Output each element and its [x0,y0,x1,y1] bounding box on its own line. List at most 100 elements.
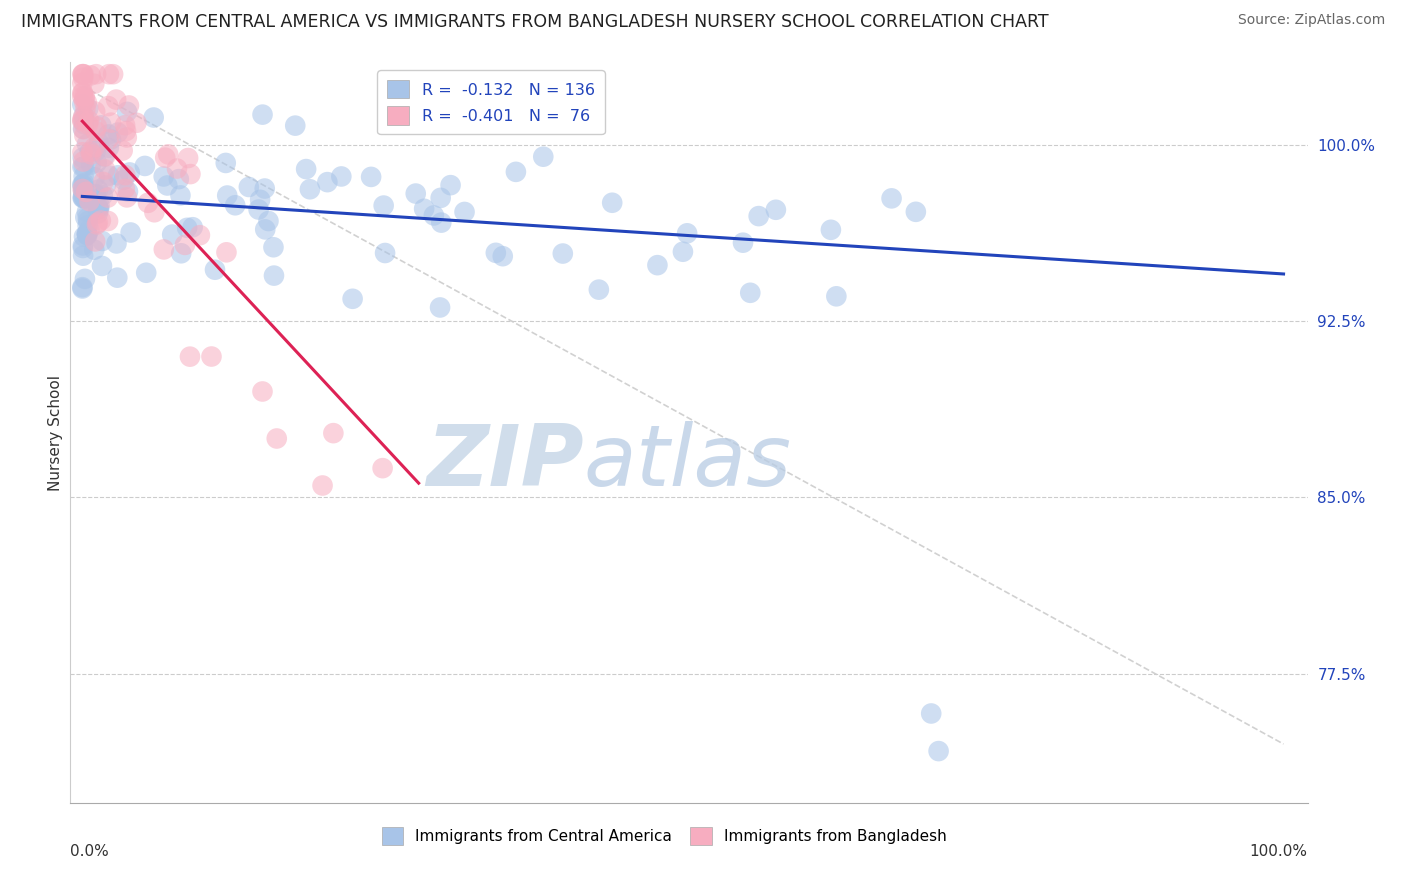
Point [76,205,98,219]
Point [284,119,307,133]
Point [676,227,699,241]
Point [86,120,108,134]
Point [107,169,129,183]
Point [73,176,96,190]
Point [252,107,274,121]
Point [72,191,94,205]
Point [97,191,120,205]
Point [672,244,695,259]
Point [904,204,927,219]
Point [77,118,100,132]
Point [76,190,98,204]
Point [89,199,111,213]
Point [485,245,508,260]
Point [920,706,942,721]
Point [72,114,94,128]
Point [748,209,770,223]
Point [76,227,98,241]
Point [429,191,451,205]
Point [73,272,96,286]
Point [740,285,762,300]
Point [880,191,903,205]
Point [97,99,120,113]
Point [107,126,129,140]
Point [200,350,222,364]
Point [342,292,364,306]
Point [76,227,98,241]
Point [115,124,138,138]
Point [311,478,333,492]
Point [215,245,238,260]
Point [135,266,157,280]
Point [136,195,159,210]
Point [330,169,353,184]
Point [97,214,120,228]
Point [75,191,97,205]
Point [588,283,610,297]
Point [73,229,96,244]
Point [72,182,94,196]
Point [72,191,94,205]
Point [160,227,183,242]
Point [101,67,124,81]
Point [90,119,112,133]
Text: 0.0%: 0.0% [70,844,110,858]
Point [84,188,107,202]
Point [72,160,94,174]
Point [91,175,114,189]
Point [94,162,117,177]
Point [143,205,166,219]
Point [87,206,110,220]
Point [174,238,197,252]
Point [83,170,105,185]
Point [72,114,94,128]
Point [505,165,527,179]
Point [72,70,94,85]
Point [374,246,396,260]
Point [167,172,190,186]
Point [298,182,321,196]
Point [91,259,114,273]
Point [77,113,100,128]
Point [266,432,288,446]
Point [262,240,284,254]
Point [120,226,142,240]
Point [73,89,96,103]
Point [72,145,94,160]
Point [115,104,138,119]
Point [73,160,96,174]
Point [152,169,174,184]
Point [83,243,105,257]
Point [72,112,94,127]
Point [72,249,94,263]
Point [94,149,117,163]
Point [492,249,515,263]
Point [551,246,574,260]
Point [413,202,436,216]
Point [439,178,461,193]
Point [118,165,141,179]
Point [91,234,114,248]
Point [76,95,98,110]
Point [179,167,201,181]
Point [87,201,110,215]
Point [118,98,141,112]
Point [76,211,98,225]
Point [72,241,94,255]
Point [80,158,103,172]
Legend: Immigrants from Central America, Immigrants from Bangladesh: Immigrants from Central America, Immigra… [375,821,953,851]
Point [72,190,94,204]
Point [600,195,623,210]
Point [77,214,100,228]
Point [373,198,395,212]
Point [100,132,122,146]
Point [72,280,94,294]
Point [114,182,136,196]
Point [156,178,179,193]
Point [73,109,96,123]
Point [181,220,204,235]
Point [316,175,339,189]
Point [72,97,94,112]
Point [166,161,188,176]
Point [249,193,271,207]
